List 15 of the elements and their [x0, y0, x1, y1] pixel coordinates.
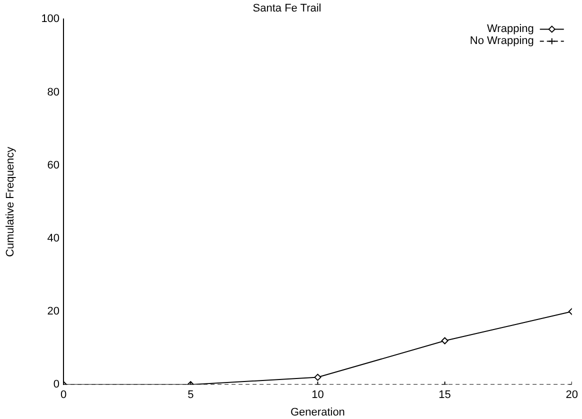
y-tick-label: 100	[41, 13, 60, 26]
x-tick-label: 20	[566, 389, 578, 402]
x-tick-label: 10	[312, 389, 324, 402]
x-axis-title: Generation	[290, 406, 345, 418]
legend-label: Wrapping	[486, 23, 534, 36]
y-tick-label: 0	[53, 378, 60, 391]
y-axis-title: Cumulative Frequency	[4, 146, 17, 257]
legend-label: No Wrapping	[470, 35, 534, 48]
x-tick-label: 15	[438, 389, 451, 402]
chart-title: Santa Fe Trail	[252, 2, 322, 15]
y-tick-label: 60	[47, 159, 60, 172]
x-tick-label: 5	[188, 389, 194, 402]
y-tick-label: 80	[47, 86, 60, 98]
y-tick-label: 40	[47, 232, 60, 244]
y-tick-label: 20	[47, 306, 60, 318]
